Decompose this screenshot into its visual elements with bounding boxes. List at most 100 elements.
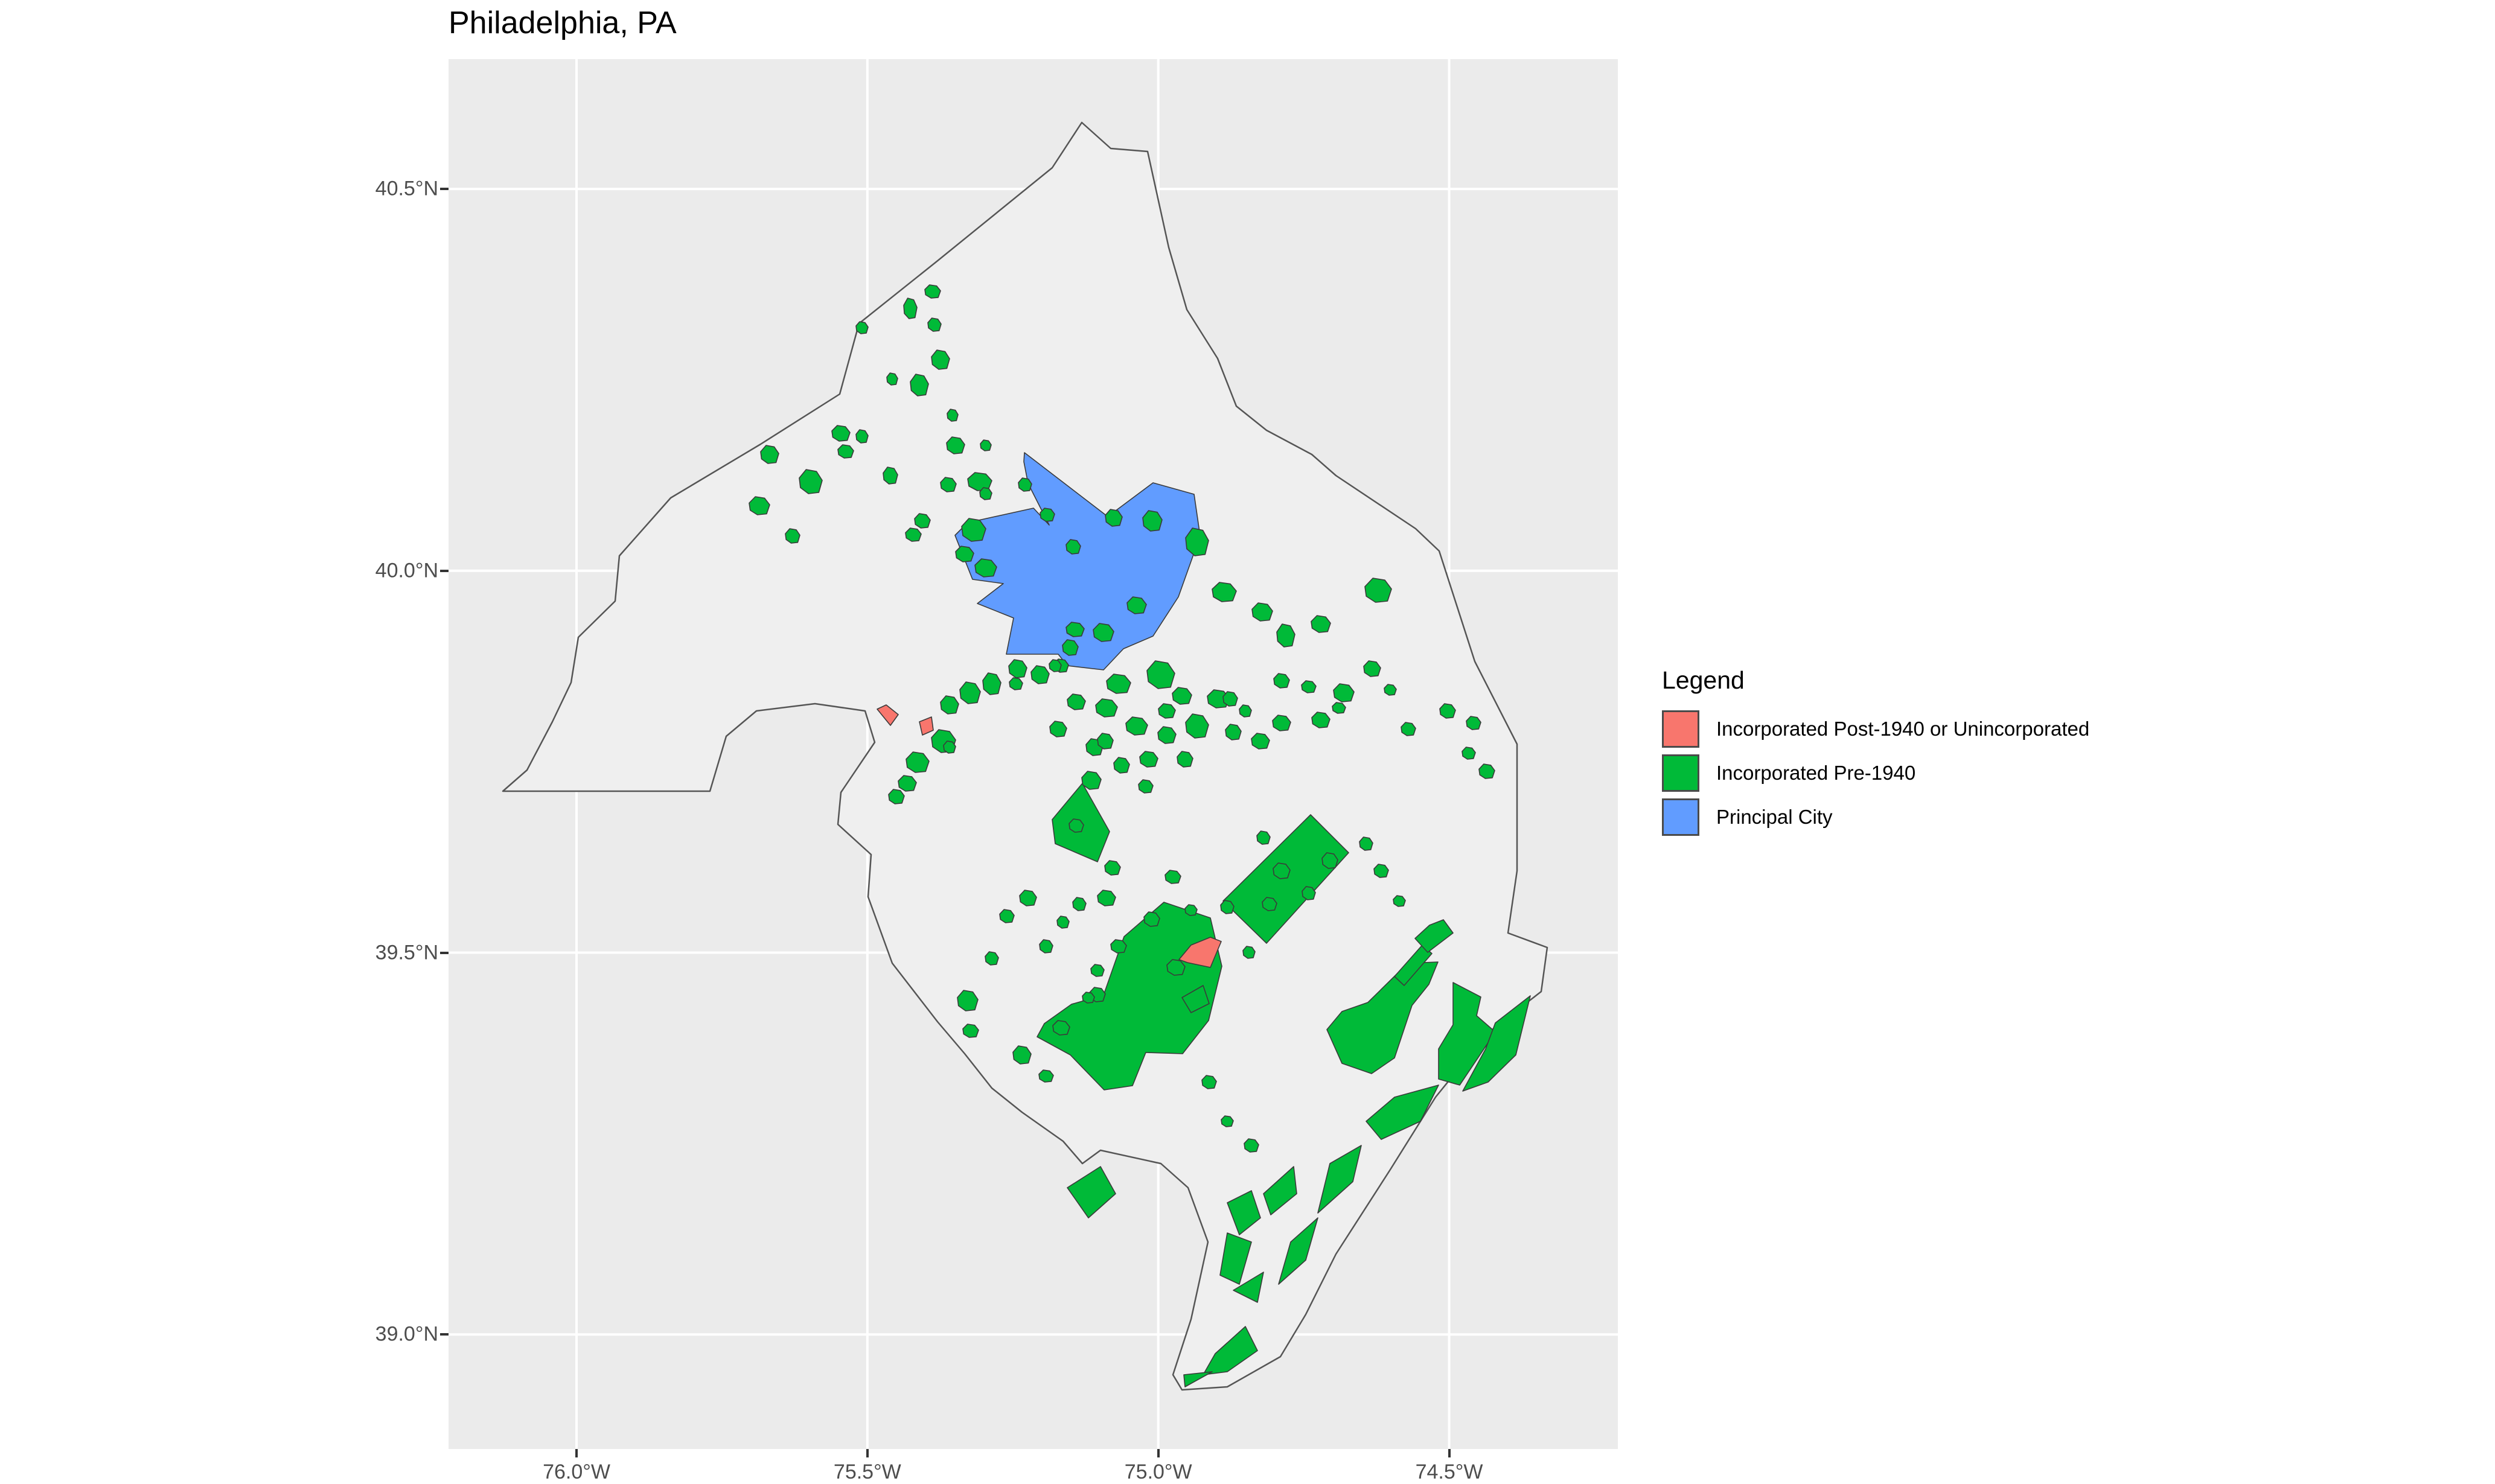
place-polygon-14[interactable] bbox=[1172, 687, 1192, 705]
suburb-polygon-12[interactable] bbox=[749, 496, 770, 515]
place-polygon-80[interactable] bbox=[1220, 900, 1235, 914]
place-red-a[interactable] bbox=[877, 704, 899, 726]
place-coast-d[interactable] bbox=[1317, 1145, 1362, 1214]
place-polygon-9[interactable] bbox=[1311, 615, 1331, 633]
suburb-polygon-20[interactable] bbox=[1065, 539, 1081, 555]
place-polygon-44[interactable] bbox=[1273, 673, 1290, 689]
place-southeast-large[interactable] bbox=[1326, 961, 1439, 1074]
place-polygon-89[interactable] bbox=[1393, 895, 1406, 907]
suburb-polygon-13[interactable] bbox=[785, 528, 800, 544]
place-polygon-51[interactable] bbox=[1439, 703, 1456, 719]
place-polygon-20[interactable] bbox=[1095, 698, 1118, 718]
suburb-polygon-7[interactable] bbox=[946, 436, 965, 454]
suburb-polygon-3[interactable] bbox=[931, 349, 950, 370]
suburb-polygon-16[interactable] bbox=[940, 477, 957, 492]
place-polygon-85[interactable] bbox=[1256, 830, 1271, 845]
suburb-polygon-11[interactable] bbox=[799, 469, 823, 494]
place-polygon-11[interactable] bbox=[1333, 683, 1355, 702]
place-polygon-62[interactable] bbox=[985, 951, 999, 966]
place-polygon-1[interactable] bbox=[955, 546, 974, 562]
place-polygon-48[interactable] bbox=[1363, 660, 1381, 677]
place-strip-c[interactable] bbox=[1414, 919, 1454, 953]
place-polygon-95[interactable] bbox=[1097, 890, 1116, 906]
place-polygon-60[interactable] bbox=[1019, 890, 1037, 906]
suburb-polygon-15[interactable] bbox=[961, 518, 986, 542]
place-polygon-30[interactable] bbox=[898, 775, 917, 792]
place-polygon-73[interactable] bbox=[1052, 1020, 1070, 1036]
place-polygon-94[interactable] bbox=[1104, 860, 1121, 876]
place-polygon-87[interactable] bbox=[1373, 864, 1389, 878]
place-polygon-74[interactable] bbox=[1038, 1069, 1054, 1083]
map-panel[interactable] bbox=[449, 59, 1618, 1449]
place-polygon-5[interactable] bbox=[1185, 527, 1209, 556]
place-polygon-42[interactable] bbox=[1222, 691, 1238, 707]
place-coast-a[interactable] bbox=[1438, 982, 1496, 1086]
place-polygon-45[interactable] bbox=[1301, 680, 1317, 693]
suburb-polygon-5[interactable] bbox=[910, 374, 929, 396]
place-polygon-18[interactable] bbox=[1251, 733, 1270, 750]
place-polygon-17[interactable] bbox=[1225, 724, 1242, 740]
place-polygon-50[interactable] bbox=[1401, 722, 1416, 736]
place-polygon-77[interactable] bbox=[1143, 911, 1160, 927]
place-polygon-2[interactable] bbox=[974, 558, 997, 578]
place-polygon-66[interactable] bbox=[1082, 992, 1095, 1004]
suburb-polygon-14[interactable] bbox=[905, 527, 922, 542]
suburb-polygon-32[interactable] bbox=[927, 317, 942, 332]
suburb-polygon-29[interactable] bbox=[886, 372, 898, 386]
place-polygon-32[interactable] bbox=[1081, 771, 1102, 790]
place-polygon-3[interactable] bbox=[1105, 509, 1123, 527]
place-polygon-15[interactable] bbox=[1185, 713, 1209, 739]
place-coast-k[interactable] bbox=[1233, 1272, 1264, 1303]
place-polygon-49[interactable] bbox=[1384, 684, 1397, 696]
place-coast-f[interactable] bbox=[1203, 1326, 1258, 1375]
place-polygon-70[interactable] bbox=[957, 990, 979, 1011]
place-polygon-12[interactable] bbox=[1106, 674, 1131, 694]
legend-item-post-1940[interactable]: Incorporated Post-1940 or Unincorporated bbox=[1662, 707, 2089, 751]
place-polygon-59[interactable] bbox=[1069, 818, 1084, 833]
place-polygon-13[interactable] bbox=[1146, 660, 1175, 689]
place-strip-a[interactable] bbox=[1222, 814, 1349, 944]
place-polygon-34[interactable] bbox=[1157, 726, 1177, 744]
place-polygon-6[interactable] bbox=[1212, 582, 1237, 602]
place-polygon-19[interactable] bbox=[1272, 715, 1291, 731]
place-polygon-47[interactable] bbox=[1332, 702, 1346, 714]
suburb-polygon-17[interactable] bbox=[979, 487, 992, 500]
suburb-polygon-23[interactable] bbox=[1009, 677, 1023, 690]
place-polygon-83[interactable] bbox=[1302, 886, 1316, 900]
place-polygon-63[interactable] bbox=[1166, 959, 1186, 976]
place-coast-h[interactable] bbox=[1263, 1166, 1297, 1215]
place-polygon-36[interactable] bbox=[1125, 716, 1148, 736]
place-polygon-67[interactable] bbox=[1201, 1075, 1217, 1089]
place-polygon-81[interactable] bbox=[1242, 946, 1256, 959]
place-polygon-10[interactable] bbox=[1364, 578, 1392, 603]
place-polygon-21[interactable] bbox=[1067, 693, 1086, 710]
place-coast-c[interactable] bbox=[1366, 1084, 1439, 1140]
suburb-polygon-19[interactable] bbox=[1040, 508, 1055, 522]
place-polygon-97[interactable] bbox=[1056, 916, 1070, 929]
place-coast-i[interactable] bbox=[1227, 1190, 1261, 1235]
place-polygon-53[interactable] bbox=[1462, 747, 1476, 760]
place-polygon-4[interactable] bbox=[1142, 510, 1163, 532]
place-polygon-52[interactable] bbox=[1466, 716, 1481, 730]
map-canvas[interactable] bbox=[449, 59, 1618, 1449]
suburb-polygon-28[interactable] bbox=[855, 321, 869, 334]
place-polygon-26[interactable] bbox=[959, 681, 981, 704]
place-polygon-41[interactable] bbox=[1177, 751, 1193, 768]
suburb-polygon-2[interactable] bbox=[924, 284, 941, 299]
place-polygon-40[interactable] bbox=[1138, 779, 1154, 794]
place-polygon-84[interactable] bbox=[1273, 862, 1291, 879]
place-coast-g[interactable] bbox=[1183, 1371, 1213, 1387]
suburb-polygon-33[interactable] bbox=[947, 409, 959, 422]
place-strip-b[interactable] bbox=[1394, 944, 1433, 986]
place-polygon-24[interactable] bbox=[1008, 659, 1027, 678]
place-polygon-92[interactable] bbox=[1062, 639, 1079, 656]
legend-item-pre-1940[interactable]: Incorporated Pre-1940 bbox=[1662, 751, 2089, 795]
place-polygon-79[interactable] bbox=[1164, 870, 1181, 884]
place-mid-south[interactable] bbox=[1181, 985, 1210, 1013]
place-polygon-75[interactable] bbox=[1090, 964, 1105, 977]
place-polygon-8[interactable] bbox=[1276, 623, 1295, 648]
suburb-polygon-30[interactable] bbox=[914, 513, 931, 529]
place-large-south[interactable] bbox=[1037, 902, 1222, 1091]
place-polygon-71[interactable] bbox=[962, 1024, 979, 1038]
suburb-polygon-25[interactable] bbox=[855, 429, 869, 444]
